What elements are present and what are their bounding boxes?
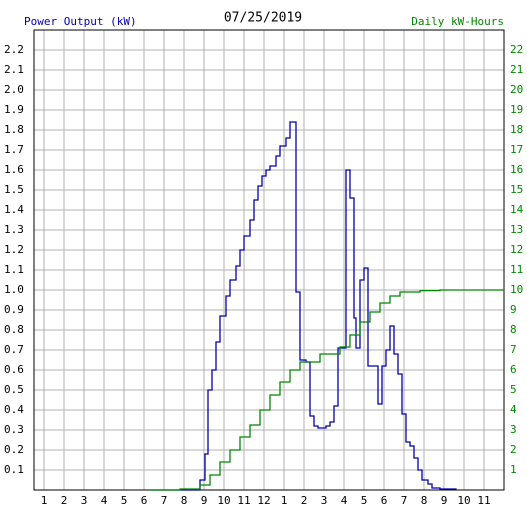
y2-tick-label: 3 [510, 423, 517, 436]
x-tick-label: 8 [181, 494, 188, 507]
x-tick-label: 2 [61, 494, 68, 507]
chart-title: 07/25/2019 [224, 11, 302, 26]
y-tick-label: 0.6 [4, 363, 24, 376]
x-tick-label: 9 [441, 494, 448, 507]
y2-tick-label: 4 [510, 403, 517, 416]
x-tick-label: 7 [161, 494, 168, 507]
y2-tick-label: 22 [510, 43, 523, 56]
y-tick-label: 2.2 [4, 43, 24, 56]
y-tick-label: 0.1 [4, 463, 24, 476]
y2-tick-label: 19 [510, 103, 523, 116]
y-tick-label: 0.9 [4, 303, 24, 316]
series-line [150, 289, 504, 491]
y2-tick-label: 10 [510, 283, 523, 296]
y-tick-label: 0.5 [4, 383, 24, 396]
y2-tick-label: 20 [510, 83, 523, 96]
x-tick-label: 7 [401, 494, 408, 507]
y2-tick-label: 9 [510, 303, 517, 316]
plot-frame [33, 29, 505, 491]
y2-tick-label: 8 [510, 323, 517, 336]
x-tick-label: 6 [141, 494, 148, 507]
y-tick-label: 0.7 [4, 343, 24, 356]
y2-axis-label: Daily kW-Hours [411, 15, 504, 28]
y-tick-label: 1.1 [4, 263, 24, 276]
x-tick-label: 3 [321, 494, 328, 507]
y-tick-label: 2.1 [4, 63, 24, 76]
series-line [150, 121, 457, 491]
x-tick-label: 12 [257, 494, 270, 507]
y-tick-label: 1.5 [4, 183, 24, 196]
y2-tick-label: 5 [510, 383, 517, 396]
y2-tick-label: 13 [510, 223, 523, 236]
y-tick-label: 1.8 [4, 123, 24, 136]
y2-tick-label: 2 [510, 443, 517, 456]
x-tick-label: 6 [381, 494, 388, 507]
x-tick-label: 5 [121, 494, 128, 507]
x-tick-label: 5 [361, 494, 368, 507]
x-tick-label: 3 [81, 494, 88, 507]
y-tick-label: 1.4 [4, 203, 24, 216]
x-tick-label: 4 [341, 494, 348, 507]
x-tick-label: 2 [301, 494, 308, 507]
y2-tick-label: 12 [510, 243, 523, 256]
y2-tick-label: 17 [510, 143, 523, 156]
y-axis-label: Power Output (kW) [24, 15, 137, 28]
y-tick-label: 1.0 [4, 283, 24, 296]
y-tick-label: 1.3 [4, 223, 24, 236]
y-tick-label: 0.2 [4, 443, 24, 456]
x-tick-label: 11 [477, 494, 490, 507]
y2-tick-label: 6 [510, 363, 517, 376]
y2-tick-label: 16 [510, 163, 523, 176]
y-tick-label: 1.2 [4, 243, 24, 256]
x-tick-label: 8 [421, 494, 428, 507]
y2-tick-label: 1 [510, 463, 517, 476]
y-tick-label: 1.7 [4, 143, 24, 156]
x-tick-label: 4 [101, 494, 108, 507]
y2-tick-label: 15 [510, 183, 523, 196]
x-tick-label: 1 [281, 494, 288, 507]
y-tick-label: 1.9 [4, 103, 24, 116]
x-tick-label: 10 [457, 494, 470, 507]
y2-tick-label: 21 [510, 63, 523, 76]
y2-tick-label: 18 [510, 123, 523, 136]
x-tick-label: 10 [217, 494, 230, 507]
x-tick-label: 1 [41, 494, 48, 507]
y-tick-label: 0.3 [4, 423, 24, 436]
y-tick-label: 2.0 [4, 83, 24, 96]
x-tick-label: 9 [201, 494, 208, 507]
y-tick-label: 0.4 [4, 403, 24, 416]
y2-tick-label: 7 [510, 343, 517, 356]
y-tick-label: 0.8 [4, 323, 24, 336]
y2-tick-label: 11 [510, 263, 523, 276]
y2-tick-label: 14 [510, 203, 524, 216]
y-tick-label: 1.6 [4, 163, 24, 176]
x-tick-label: 11 [237, 494, 250, 507]
